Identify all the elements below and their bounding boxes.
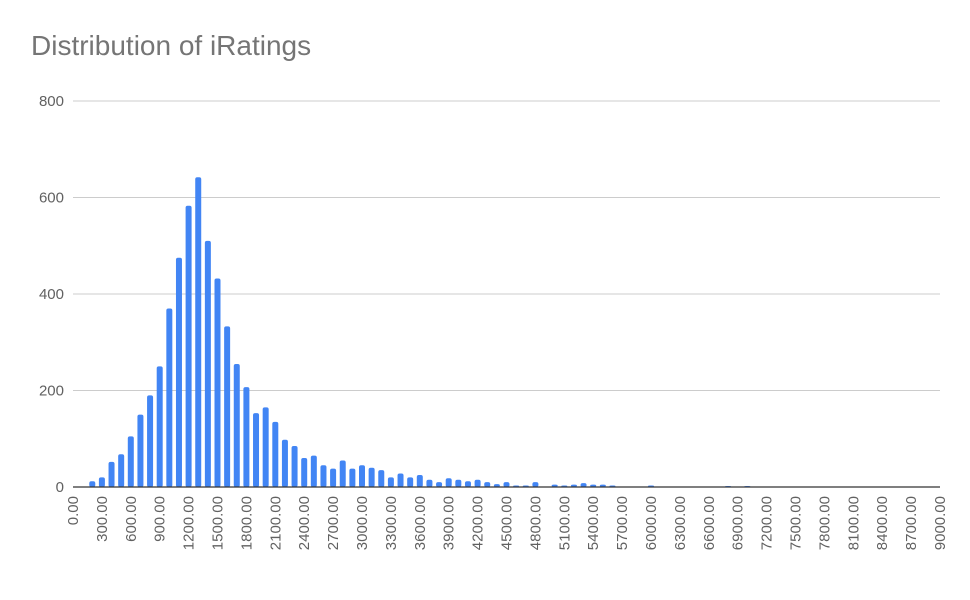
x-tick-label: 2700.00: [325, 496, 342, 550]
y-tick-label: 800: [39, 93, 64, 110]
bar: [426, 479, 433, 487]
x-tick-label: 2100.00: [267, 496, 284, 550]
x-tick-label: 4800.00: [527, 496, 544, 550]
bar: [378, 470, 385, 487]
chart-title: Distribution of iRatings: [31, 30, 312, 61]
bar: [89, 481, 96, 487]
bar: [580, 483, 587, 487]
bar: [262, 407, 269, 487]
x-tick-label: 8700.00: [903, 496, 920, 550]
bar: [551, 484, 558, 487]
bar: [310, 455, 317, 487]
bar: [474, 479, 481, 487]
bar: [243, 387, 250, 487]
x-axis-ticks: 0.00 300.00 600.00 900.00 1200.00 1500.00 1800…: [65, 496, 949, 550]
bar: [503, 482, 510, 487]
bar: [166, 308, 173, 487]
bar: [224, 326, 231, 487]
bar: [301, 458, 308, 487]
x-tick-label: 6600.00: [701, 496, 718, 550]
bar: [185, 205, 192, 487]
y-tick-label: 400: [39, 286, 64, 303]
x-tick-label: 6000.00: [643, 496, 660, 550]
x-tick-label: 5700.00: [614, 496, 631, 550]
bar: [349, 468, 356, 487]
bar: [590, 484, 597, 487]
x-tick-label: 1200.00: [181, 496, 198, 550]
x-tick-label: 6900.00: [730, 496, 747, 550]
bar: [599, 484, 606, 487]
x-tick-label: 3300.00: [383, 496, 400, 550]
bar: [359, 465, 365, 487]
bars: [89, 177, 751, 488]
x-tick-label: 9000.00: [932, 496, 949, 550]
x-tick-label: 4200.00: [470, 496, 487, 550]
bar: [445, 478, 452, 487]
bar: [330, 468, 337, 487]
bar: [368, 467, 375, 487]
bar: [272, 421, 279, 487]
y-tick-label: 200: [39, 383, 64, 400]
x-tick-label: 3900.00: [441, 496, 458, 550]
bar: [455, 479, 462, 487]
grid-lines: [73, 100, 940, 391]
bar: [484, 482, 491, 487]
bar: [253, 413, 260, 487]
bar: [137, 414, 144, 488]
x-tick-label: 2400.00: [296, 496, 313, 550]
x-tick-label: 3000.00: [354, 496, 371, 550]
x-tick-label: 600.00: [123, 496, 140, 542]
y-tick-label: 0: [56, 479, 64, 496]
x-tick-label: 5100.00: [556, 496, 573, 550]
x-tick-label: 900.00: [152, 496, 169, 542]
x-tick-label: 5400.00: [585, 496, 602, 550]
bar: [387, 477, 394, 487]
x-tick-label: 4500.00: [499, 496, 516, 550]
bar: [127, 436, 134, 487]
bar: [281, 439, 288, 487]
bar: [464, 481, 471, 487]
bar: [175, 257, 182, 487]
bar: [397, 473, 404, 487]
bar: [493, 484, 500, 487]
bar: [291, 445, 298, 487]
bar: [108, 461, 115, 487]
x-tick-label: 7800.00: [816, 496, 833, 550]
bar: [532, 482, 539, 487]
x-tick-label: 3600.00: [412, 496, 429, 550]
bar: [339, 460, 346, 487]
bar: [233, 363, 240, 487]
x-tick-label: 6300.00: [672, 496, 689, 550]
x-tick-label: 300.00: [94, 496, 111, 542]
bar: [214, 278, 221, 487]
bar: [570, 484, 577, 487]
y-axis-ticks: 0 200 400 600 800: [39, 93, 64, 496]
x-tick-label: 8400.00: [874, 496, 891, 550]
bar: [147, 395, 154, 487]
x-tick-label: 8100.00: [845, 496, 862, 550]
bar: [156, 366, 163, 488]
bar: [118, 454, 125, 487]
bar: [204, 240, 211, 487]
bar: [195, 177, 202, 488]
x-tick-label: 1500.00: [210, 496, 227, 550]
bar: [320, 465, 327, 487]
x-tick-label: 0.00: [65, 496, 82, 525]
x-tick-label: 7500.00: [788, 496, 805, 550]
bar: [436, 482, 443, 487]
bar: [98, 477, 105, 487]
bar: [407, 477, 414, 487]
y-tick-label: 600: [39, 190, 64, 207]
x-tick-label: 7200.00: [759, 496, 776, 550]
x-tick-label: 1800.00: [238, 496, 255, 550]
bar: [416, 474, 423, 487]
